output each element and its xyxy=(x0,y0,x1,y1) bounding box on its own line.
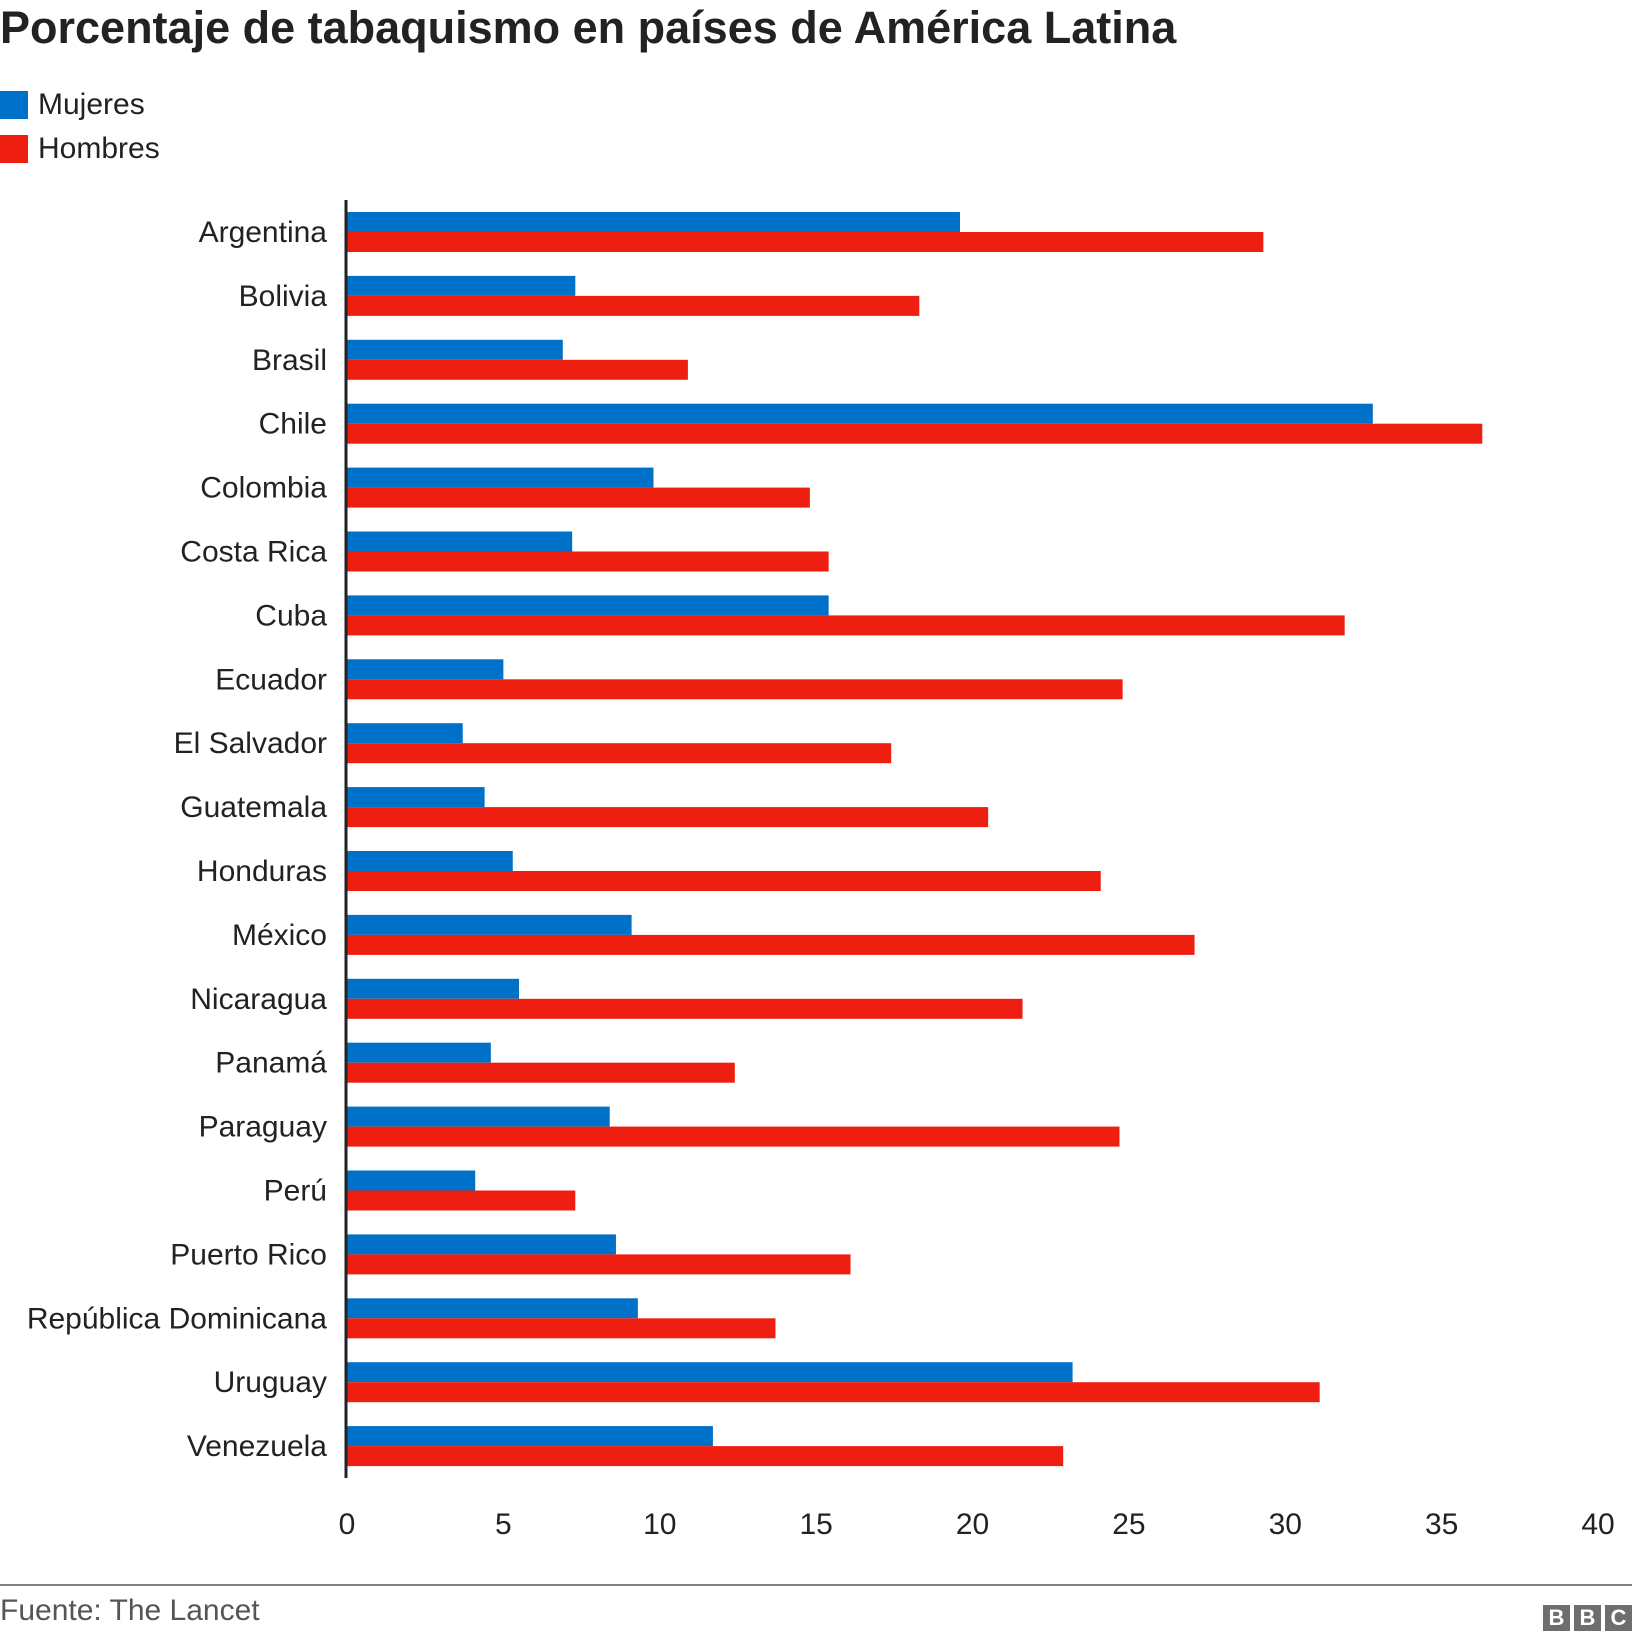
bar-hombres xyxy=(347,1062,735,1083)
bar-mujeres xyxy=(347,403,1373,424)
bar-mujeres xyxy=(347,275,576,296)
bar-mujeres xyxy=(347,659,504,680)
bar-mujeres xyxy=(347,1298,638,1319)
footer-divider xyxy=(0,1584,1632,1586)
bar-hombres xyxy=(347,1446,1064,1467)
bar-mujeres xyxy=(347,1042,491,1063)
bar-mujeres xyxy=(347,595,829,616)
bar-hombres xyxy=(347,807,989,828)
source-note: Fuente: The Lancet xyxy=(0,1594,260,1627)
x-tick-label: 0 xyxy=(339,1508,356,1541)
x-tick-label: 5 xyxy=(495,1508,512,1541)
category-label: Bolivia xyxy=(239,280,328,313)
bar-hombres xyxy=(347,359,688,380)
bar-mujeres xyxy=(347,212,960,232)
bar-mujeres xyxy=(347,1106,610,1127)
bar-hombres xyxy=(347,998,1023,1019)
category-label: México xyxy=(232,919,327,952)
category-label: Guatemala xyxy=(180,791,327,824)
bar-mujeres xyxy=(347,1362,1073,1383)
bar-mujeres xyxy=(347,1426,713,1447)
x-tick-label: 15 xyxy=(799,1508,832,1541)
category-label: Puerto Rico xyxy=(170,1238,327,1271)
category-label: Perú xyxy=(264,1175,327,1208)
category-label: Honduras xyxy=(197,855,327,888)
legend-label-mujeres: Mujeres xyxy=(38,88,145,121)
bar-hombres xyxy=(347,871,1101,891)
category-label: Nicaragua xyxy=(190,983,327,1016)
bar-hombres xyxy=(347,1318,776,1339)
category-label: Costa Rica xyxy=(180,536,327,569)
bar-mujeres xyxy=(347,914,632,935)
category-label: Uruguay xyxy=(214,1366,327,1399)
bar-mujeres xyxy=(347,531,573,552)
category-label: Paraguay xyxy=(199,1111,327,1144)
bar-hombres xyxy=(347,423,1483,444)
bar-mujeres xyxy=(347,787,485,808)
x-tick-label: 35 xyxy=(1425,1508,1458,1541)
bar-hombres xyxy=(347,551,829,572)
bar-mujeres xyxy=(347,339,563,360)
legend-swatch-hombres xyxy=(0,135,28,163)
bar-hombres xyxy=(347,487,810,508)
x-tick-label: 10 xyxy=(643,1508,676,1541)
bar-hombres xyxy=(347,1254,851,1275)
bar-hombres xyxy=(347,743,892,764)
bar-hombres xyxy=(347,1382,1320,1403)
category-label: Panamá xyxy=(215,1047,327,1080)
category-label: Argentina xyxy=(199,216,328,249)
legend-label-hombres: Hombres xyxy=(38,132,160,165)
legend-item-hombres: Hombres xyxy=(0,132,160,165)
x-tick-label: 40 xyxy=(1581,1508,1614,1541)
bar-hombres xyxy=(347,934,1195,955)
legend-swatch-mujeres xyxy=(0,91,28,119)
bar-hombres xyxy=(347,679,1123,700)
bar-mujeres xyxy=(347,851,513,871)
category-label: Colombia xyxy=(200,472,327,505)
bar-mujeres xyxy=(347,467,654,488)
bar-hombres xyxy=(347,295,920,316)
bar-mujeres xyxy=(347,1170,476,1191)
bar-hombres xyxy=(347,1126,1120,1147)
bar-mujeres xyxy=(347,1234,616,1255)
bar-hombres xyxy=(347,232,1264,252)
bar-mujeres xyxy=(347,978,520,999)
bar-hombres xyxy=(347,1190,576,1211)
category-label: Chile xyxy=(259,408,327,441)
legend-item-mujeres: Mujeres xyxy=(0,88,145,121)
category-label: Venezuela xyxy=(187,1430,327,1463)
category-label: Cuba xyxy=(255,599,327,632)
chart-title: Porcentaje de tabaquismo en países de Am… xyxy=(0,2,1177,53)
bar-hombres xyxy=(347,615,1345,636)
category-label: Brasil xyxy=(252,344,327,377)
x-tick-label: 25 xyxy=(1112,1508,1145,1541)
category-label: República Dominicana xyxy=(27,1302,327,1335)
category-label: Ecuador xyxy=(215,663,327,696)
x-tick-label: 30 xyxy=(1269,1508,1302,1541)
category-label: El Salvador xyxy=(174,727,327,760)
bar-mujeres xyxy=(347,723,463,744)
x-tick-label: 20 xyxy=(956,1508,989,1541)
